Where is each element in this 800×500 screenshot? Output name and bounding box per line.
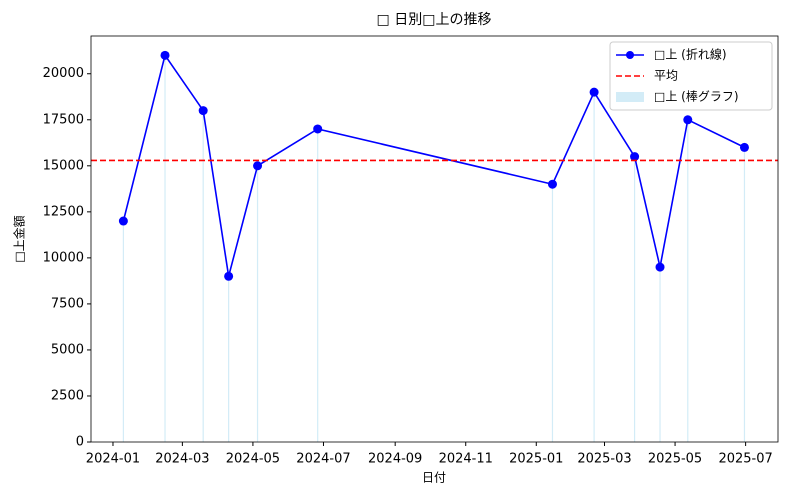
bar [122,221,124,442]
y-tick-label: 2500 [51,388,84,403]
bar [633,156,636,442]
x-tick-label: 2024-03 [155,452,209,467]
x-tick-label: 2024-05 [226,452,280,467]
bar [202,110,204,443]
plot-frame [90,35,779,443]
x-tick-label: 2024-07 [296,452,350,467]
bar [317,128,319,442]
bar [687,119,689,443]
y-tick-label: 10000 [43,250,84,265]
marker [739,142,749,152]
x-tick-label: 2024-11 [439,452,493,467]
marker [160,50,170,60]
marker [224,271,234,281]
y-tick-label: 7500 [51,296,84,311]
marker [547,179,557,189]
marker [118,216,128,226]
x-axis-label: 日付 [422,471,446,485]
x-tick-label: 2025-07 [718,452,772,467]
y-axis-label: □上金額 [12,215,27,262]
y-tick-label: 17500 [43,112,84,127]
y-tick-label: 0 [76,435,84,450]
chart-title: □ 日別□上の推移 [377,12,492,28]
y-tick-label: 12500 [43,204,84,219]
bar [164,55,166,442]
x-tick-label: 2025-05 [648,452,702,467]
bar [551,184,554,442]
marker [683,115,693,125]
legend-box [609,41,773,111]
legend-swatch [626,51,634,59]
y-tick-label: 15000 [43,158,84,173]
x-tick-label: 2024-09 [368,452,422,467]
bar [743,147,746,442]
legend-label: 平均 [654,69,678,83]
bar [659,267,661,442]
y-tick-label: 5000 [51,342,84,357]
legend-swatch [616,92,644,102]
marker [655,262,665,272]
x-tick-label: 2024-01 [86,452,140,467]
legend-label: □上 (棒グラフ) [654,90,739,104]
marker [630,152,640,162]
bar [593,92,595,443]
marker [198,106,208,116]
legend-label: □上 (折れ線) [654,47,727,62]
marker [589,87,599,97]
marker [313,124,323,134]
marker [253,161,263,171]
x-tick-label: 2025-01 [509,452,563,467]
bar [228,276,230,442]
line [122,53,745,277]
y-tick-label: 20000 [43,66,84,81]
x-tick-label: 2025-03 [577,452,631,467]
bar [256,165,259,443]
